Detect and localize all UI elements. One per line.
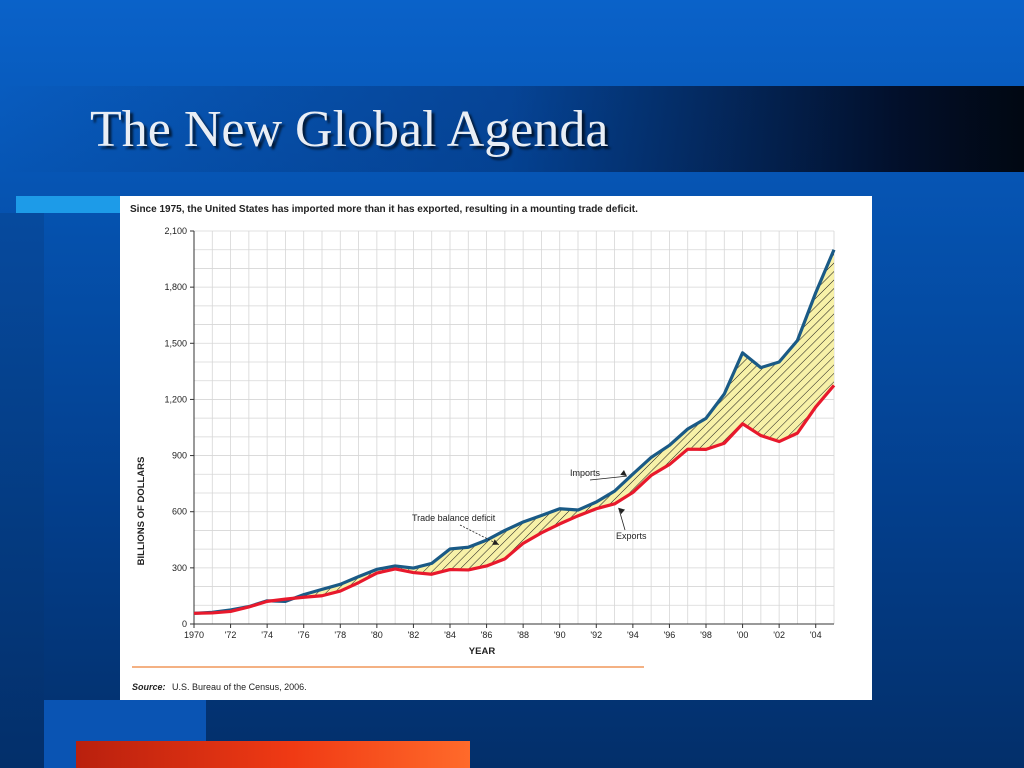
accent-bar-orange — [76, 741, 470, 768]
axes — [190, 230, 834, 628]
x-tick-label: '88 — [517, 630, 529, 640]
source-note: Source: U.S. Bureau of the Census, 2006. — [132, 682, 307, 692]
exports-label: Exports — [616, 531, 647, 541]
annotations: Imports Exports Trade balance deficit — [412, 468, 647, 546]
y-tick-label: 2,100 — [164, 226, 187, 236]
x-tick-label: '98 — [700, 630, 712, 640]
tick-labels: 0 300 600 900 1,200 1,500 1,800 2,100 1970 '72 '74… — [164, 226, 821, 640]
imports-label: Imports — [570, 468, 601, 478]
x-tick-label: '74 — [261, 630, 273, 640]
deficit-label: Trade balance deficit — [412, 513, 496, 523]
x-tick-label: '76 — [298, 630, 310, 640]
source-text: U.S. Bureau of the Census, 2006. — [172, 682, 307, 692]
y-tick-label: 600 — [172, 507, 187, 517]
x-tick-label: '78 — [334, 630, 346, 640]
x-tick-label: '96 — [664, 630, 676, 640]
x-tick-label: '86 — [481, 630, 493, 640]
y-tick-label: 1,200 — [164, 394, 187, 404]
x-tick-label: '92 — [590, 630, 602, 640]
x-axis-label: YEAR — [469, 646, 496, 657]
slide-title: The New Global Agenda — [90, 101, 609, 158]
x-tick-label: '82 — [408, 630, 420, 640]
x-tick-label: '02 — [773, 630, 785, 640]
y-tick-label: 1,500 — [164, 338, 187, 348]
x-tick-label: '72 — [225, 630, 237, 640]
exports-line — [193, 384, 836, 615]
exports-leader — [618, 507, 626, 531]
imports-line — [193, 249, 836, 615]
accent-bar-light — [16, 196, 124, 213]
x-tick-label: '80 — [371, 630, 383, 640]
accent-bar-left — [0, 213, 44, 768]
source-prefix: Source: — [132, 682, 166, 692]
chart-panel: Since 1975, the United States has import… — [120, 196, 872, 700]
y-tick-label: 300 — [172, 563, 187, 573]
x-tick-label: '84 — [444, 630, 456, 640]
deficit-leader — [459, 524, 500, 546]
y-tick-label: 0 — [182, 619, 187, 629]
imports-arrowhead — [620, 470, 627, 477]
x-tick-label: '00 — [737, 630, 749, 640]
exports-arrowhead — [618, 507, 626, 515]
deficit-arrowhead — [492, 539, 499, 545]
y-tick-label: 1,800 — [164, 282, 187, 292]
imports-leader — [589, 475, 627, 481]
y-axis-label: BILLIONS OF DOLLARS — [136, 457, 147, 566]
x-tick-label: '90 — [554, 630, 566, 640]
series-lines — [193, 249, 836, 615]
trade-chart: Since 1975, the United States has import… — [130, 204, 836, 692]
x-tick-label: 1970 — [184, 630, 204, 640]
chart-title: Since 1975, the United States has import… — [130, 204, 638, 215]
x-tick-label: '04 — [810, 630, 822, 640]
x-tick-label: '94 — [627, 630, 639, 640]
y-tick-label: 900 — [172, 451, 187, 461]
title-band — [0, 86, 1024, 172]
